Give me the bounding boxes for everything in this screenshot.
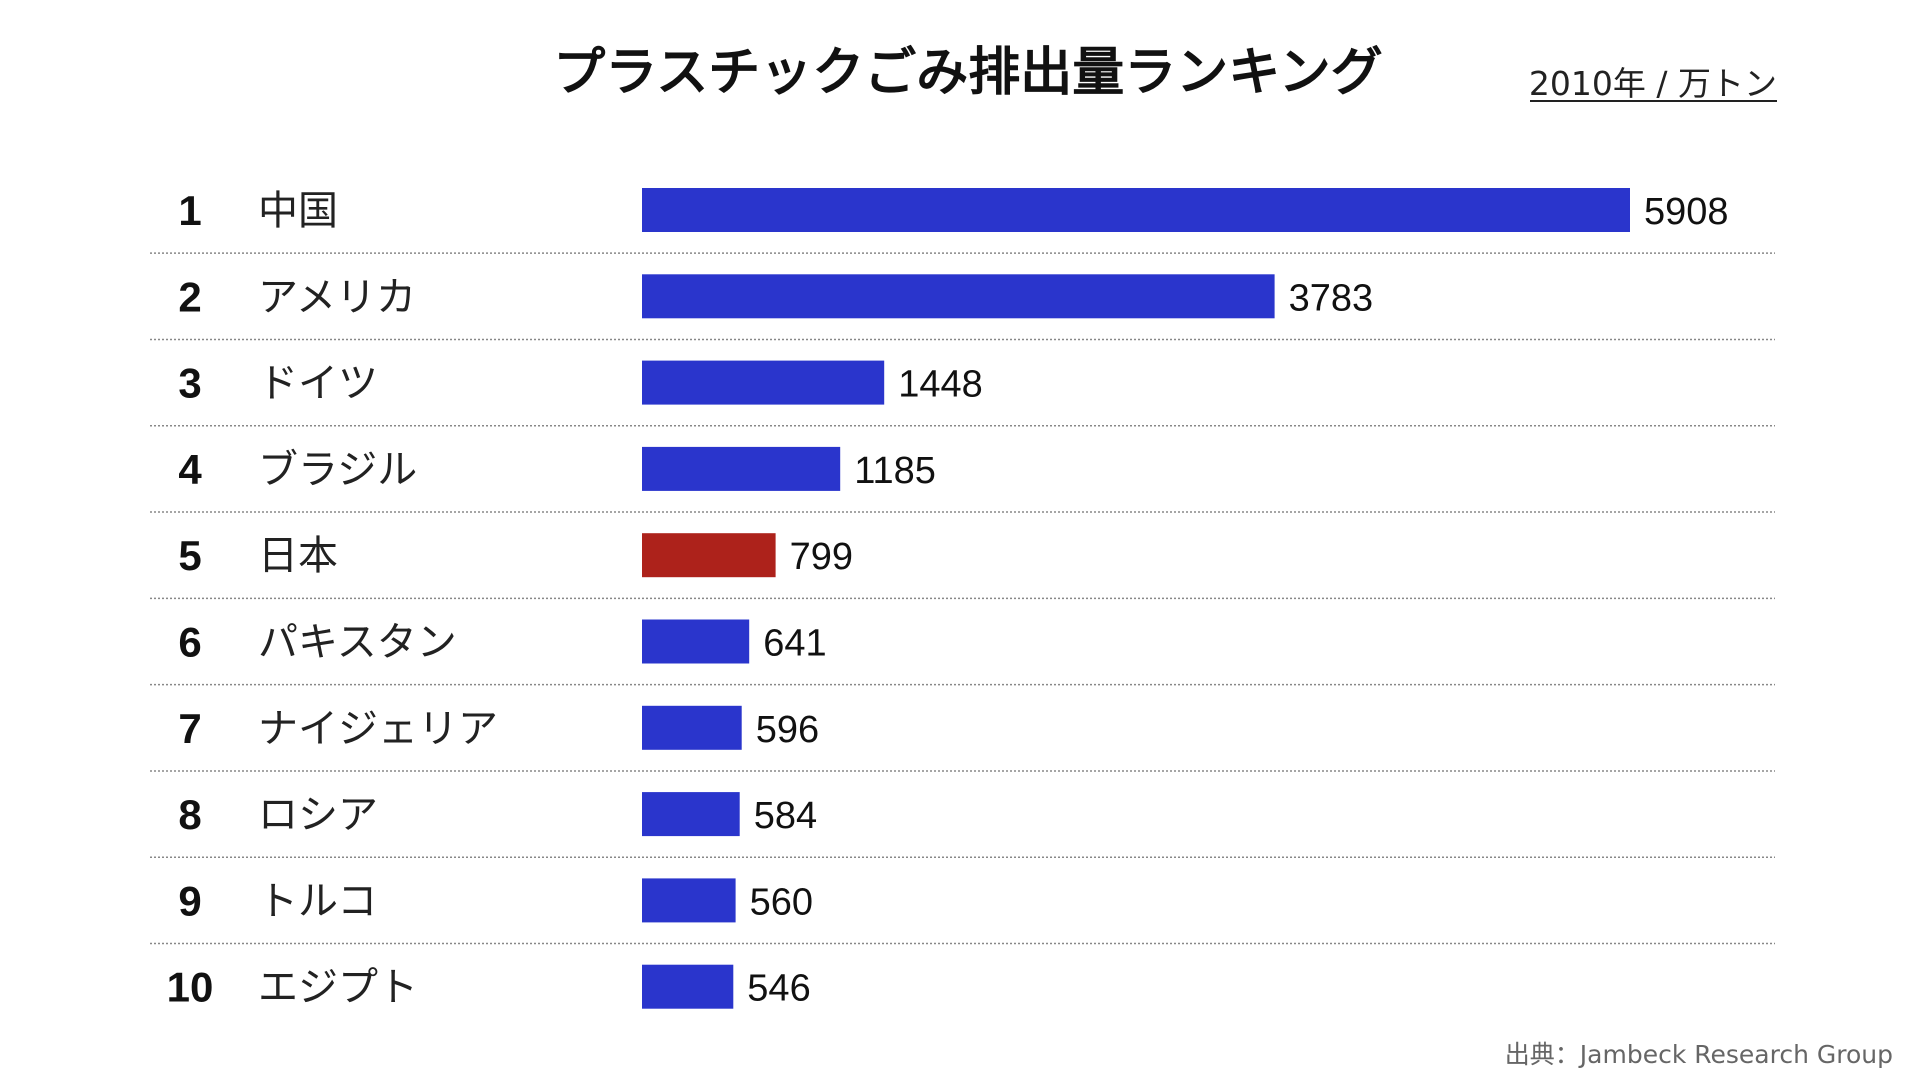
bar (642, 533, 776, 578)
chart-title: プラスチックごみ排出量ランキング (553, 43, 1382, 103)
rank-label: 3 (178, 360, 201, 407)
rank-label: 4 (178, 446, 202, 493)
rank-label: 5 (178, 532, 201, 579)
country-label: ドイツ (258, 361, 378, 407)
rank-label: 9 (178, 877, 201, 924)
bar-rows: 1 中国 5908 2 アメリカ 3783 3 ドイツ 1448 4 ブラジル 1185 5 日本 799 6… (150, 187, 1775, 1011)
bar (642, 446, 841, 491)
rank-label: 10 (167, 964, 214, 1011)
value-label: 596 (756, 709, 819, 751)
rank-label: 7 (178, 705, 201, 752)
bar (642, 619, 750, 664)
value-label: 560 (750, 881, 813, 923)
country-label: トルコ (258, 878, 377, 924)
unit-label: 2010年 / 万トン (1529, 64, 1777, 103)
bar (642, 274, 1275, 319)
rank-label: 6 (178, 619, 201, 666)
bar (642, 964, 734, 1009)
rank-label: 2 (178, 273, 201, 320)
rank-label: 8 (178, 791, 201, 838)
bar (642, 878, 736, 923)
bar (642, 705, 742, 750)
value-label: 799 (790, 536, 853, 578)
country-label: エジプト (258, 965, 418, 1011)
country-label: 日本 (258, 533, 338, 579)
country-label: ロシア (258, 792, 378, 838)
country-label: ナイジェリア (258, 706, 498, 752)
value-label: 546 (747, 968, 810, 1010)
value-label: 1185 (854, 450, 936, 492)
value-label: 3783 (1289, 277, 1374, 319)
value-label: 584 (754, 795, 817, 837)
value-label: 5908 (1644, 191, 1729, 233)
bar (642, 188, 1630, 232)
value-label: 641 (763, 623, 826, 665)
country-label: 中国 (258, 188, 338, 234)
rank-label: 1 (178, 187, 201, 234)
bar (642, 360, 885, 405)
country-label: パキスタン (258, 620, 457, 666)
country-label: ブラジル (258, 447, 417, 493)
bar (642, 792, 740, 837)
value-label: 1448 (898, 364, 983, 406)
source-note: 出典：Jambeck Research Group (1505, 1040, 1893, 1069)
country-label: アメリカ (258, 274, 416, 320)
